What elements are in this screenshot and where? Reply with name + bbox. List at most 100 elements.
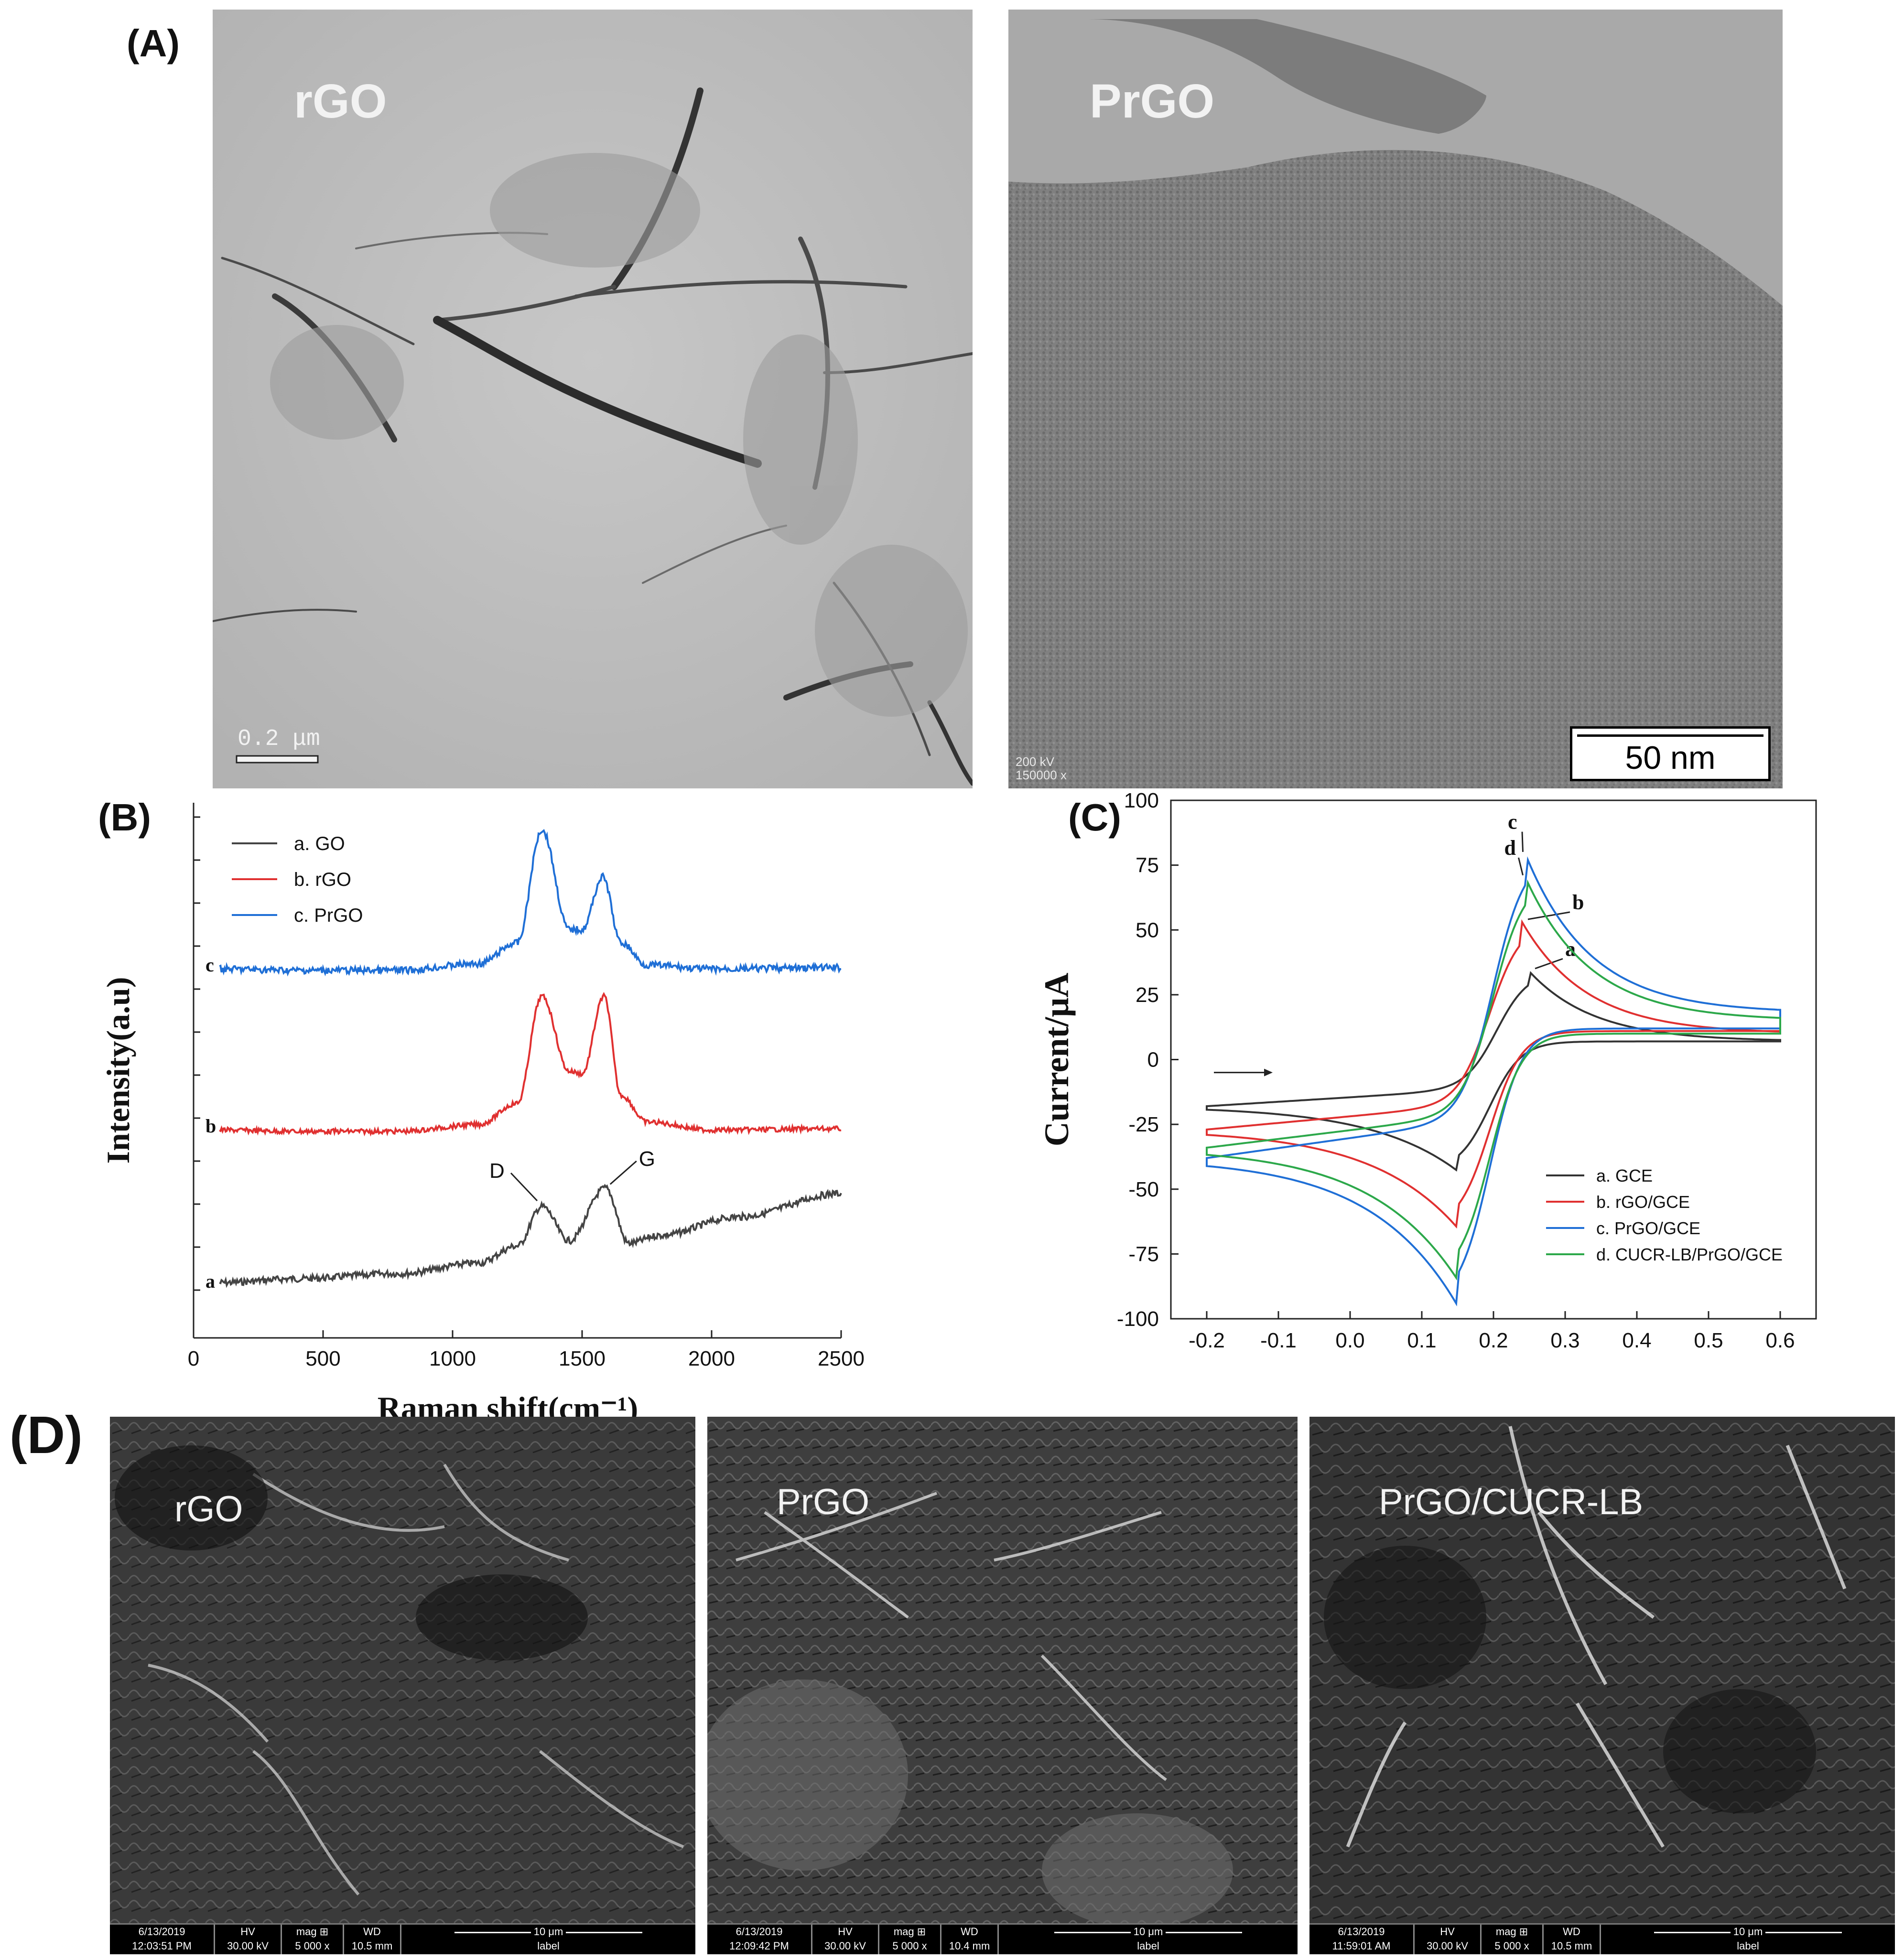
cv-scan-arrowhead (1264, 1068, 1273, 1077)
cv-y-tick-label: -25 (1128, 1113, 1159, 1136)
cv-x-tick-label: 0.5 (1694, 1329, 1723, 1352)
cv-curve-label-c: c (1508, 810, 1517, 834)
tem-rgo-texture (213, 10, 973, 788)
cv-x-tick-label: 0.6 (1765, 1329, 1795, 1352)
tem-image-rgo: rGO 0.2 μm (213, 10, 973, 788)
raman-x-tick-label: 500 (305, 1347, 340, 1370)
raman-x-tick-label: 2500 (818, 1347, 865, 1370)
cv-y-tick-label: 50 (1136, 918, 1159, 942)
panel-label-c: (C) (1068, 796, 1122, 839)
raman-curve-label-c: c (206, 954, 214, 976)
cv-legend-entry-a: a. GCE (1596, 1166, 1653, 1185)
sem-databar-3: 6/13/2019 11:59:01 AM HV 30.00 kV mag ⊞ 5 0… (1309, 1923, 1895, 1954)
tem-image-prgo: PrGO 200 kV 150000 x 50 nm (1008, 10, 1783, 788)
sem-label-1: rGO (174, 1489, 243, 1529)
raman-x-tick-label: 2000 (688, 1347, 735, 1370)
cv-y-tick-label: 100 (1124, 789, 1159, 812)
sem-hv-cell-3: HV 30.00 kV (1415, 1925, 1482, 1954)
sem-wd-cell-2: WD 10.4 mm (941, 1925, 999, 1954)
cv-curve-pointer-a (1535, 958, 1563, 969)
raman-annotation-d: D (489, 1159, 505, 1183)
sem-date-cell-3: 6/13/2019 11:59:01 AM (1309, 1925, 1415, 1954)
cv-y-tick-label: -50 (1128, 1178, 1159, 1201)
raman-annotation-d-arrow (510, 1172, 538, 1202)
cv-y-tick-label: -75 (1128, 1242, 1159, 1266)
sem-image-3: PrGO/CUCR-LB 6/13/2019 11:59:01 AM HV 30.0… (1309, 1417, 1895, 1954)
panel-label-a: (A) (127, 22, 180, 65)
sem-scale-3: 10 μm (1601, 1925, 1895, 1939)
raman-y-axis-label: Intensity(a.u) (100, 977, 136, 1163)
cv-y-tick-label: -100 (1117, 1307, 1159, 1331)
cv-x-tick-label: 0.4 (1622, 1329, 1651, 1352)
raman-series-c (219, 829, 842, 977)
cv-y-axis-label: Current/μA (1038, 973, 1076, 1146)
sem-label-2: PrGO (777, 1482, 870, 1522)
sem-hv-cell-2: HV 30.00 kV (812, 1925, 879, 1954)
sem-date-cell-2: 6/13/2019 12:09:42 PM (707, 1925, 812, 1954)
sem-image-2: PrGO 6/13/2019 12:09:42 PM HV 30.00 kV mag… (707, 1417, 1298, 1954)
sem-label-3: PrGO/CUCR-LB (1379, 1482, 1644, 1522)
raman-x-tick-label: 1000 (429, 1347, 476, 1370)
sem-scale-2: 10 μm (999, 1925, 1298, 1939)
tem-prgo-magnification: 150000 x (1016, 768, 1067, 782)
cv-x-tick-label: 0.1 (1407, 1329, 1436, 1352)
tem-prgo-texture (1008, 10, 1783, 788)
cv-legend-entry-c: c. PrGO/GCE (1596, 1218, 1700, 1238)
sem-mag-cell-1: mag ⊞ 5 000 x (282, 1925, 344, 1954)
sem-texture-3 (1309, 1417, 1895, 1925)
cv-series-d (1206, 879, 1781, 1281)
cv-y-tick-label: 75 (1136, 854, 1159, 877)
cv-y-tick-label: 25 (1136, 983, 1159, 1007)
cv-legend-entry-b: b. rGO/GCE (1596, 1192, 1690, 1212)
raman-x-tick-label: 0 (188, 1347, 199, 1370)
raman-curve-label-a: a (206, 1271, 215, 1292)
raman-series-b (219, 992, 842, 1137)
tem-rgo-scalebar (236, 755, 319, 764)
cv-legend-entry-d: d. CUCR-LB/PrGO/GCE (1596, 1245, 1783, 1264)
raman-x-tick-label: 1500 (559, 1347, 606, 1370)
sem-texture-1 (110, 1417, 695, 1925)
cv-curve-pointer-c (1521, 831, 1524, 852)
raman-annotation-g: G (639, 1147, 655, 1171)
raman-legend-entry-a: a. GO (294, 833, 345, 854)
cv-y-tick-label: 0 (1147, 1048, 1159, 1072)
cv-x-tick-label: -0.2 (1189, 1329, 1225, 1352)
raman-annotation-g-arrow (609, 1160, 637, 1185)
raman-legend-entry-b: b. rGO (294, 869, 351, 890)
cv-curve-pointer-b (1527, 911, 1570, 920)
cv-x-tick-label: 0.2 (1479, 1329, 1508, 1352)
sem-wd-cell-1: WD 10.5 mm (344, 1925, 401, 1954)
sem-hv-cell-1: HV 30.00 kV (215, 1925, 282, 1954)
cv-series-b (1206, 919, 1781, 1229)
tem-prgo-voltage: 200 kV (1016, 754, 1054, 769)
cv-curve-label-d: d (1504, 836, 1516, 860)
raman-series-a (219, 1184, 842, 1288)
panel-label-b: (B) (98, 796, 151, 839)
sem-scale-1: 10 μm (401, 1925, 695, 1939)
panel-label-d: (D) (10, 1406, 83, 1465)
cv-curve-label-b: b (1572, 891, 1584, 914)
cv-chart: -0.2 -0.1 0.0 0.1 0.2 0.3 0.4 0.5 0.6 -100 -75 -50 -… (1038, 789, 1817, 1465)
sem-mag-cell-2: mag ⊞ 5 000 x (879, 1925, 941, 1954)
raman-legend-entry-c: c. PrGO (294, 905, 363, 926)
sem-mag-cell-3: mag ⊞ 5 000 x (1482, 1925, 1544, 1954)
sem-scale-cell-1: 10 μm label (401, 1925, 695, 1954)
sem-databar-2: 6/13/2019 12:09:42 PM HV 30.00 kV mag ⊞ 5 0… (707, 1923, 1298, 1954)
sem-date-cell-1: 6/13/2019 12:03:51 PM (110, 1925, 215, 1954)
tem-prgo-info: 200 kV 150000 x (1016, 755, 1067, 782)
tem-prgo-label: PrGO (1090, 75, 1215, 128)
sem-image-1: rGO 6/13/2019 12:03:51 PM HV 30.00 kV mag … (110, 1417, 695, 1954)
sem-wd-cell-3: WD 10.5 mm (1544, 1925, 1601, 1954)
tem-rgo-label: rGO (294, 75, 387, 128)
cv-curve-pointer-d (1518, 857, 1524, 876)
sem-scale-cell-2: 10 μm label (999, 1925, 1298, 1954)
sem-databar-1: 6/13/2019 12:03:51 PM HV 30.00 kV mag ⊞ 5 0… (110, 1923, 695, 1954)
cv-x-tick-label: 0.3 (1550, 1329, 1579, 1352)
raman-curve-label-b: b (206, 1115, 216, 1137)
tem-prgo-scalebar: 50 nm (1570, 726, 1771, 781)
tem-rgo-scalebar-text: 0.2 μm (238, 726, 320, 752)
cv-series-a (1206, 971, 1781, 1172)
cv-x-tick-label: 0.0 (1335, 1329, 1364, 1352)
tem-prgo-scalebar-text: 50 nm (1625, 740, 1716, 776)
